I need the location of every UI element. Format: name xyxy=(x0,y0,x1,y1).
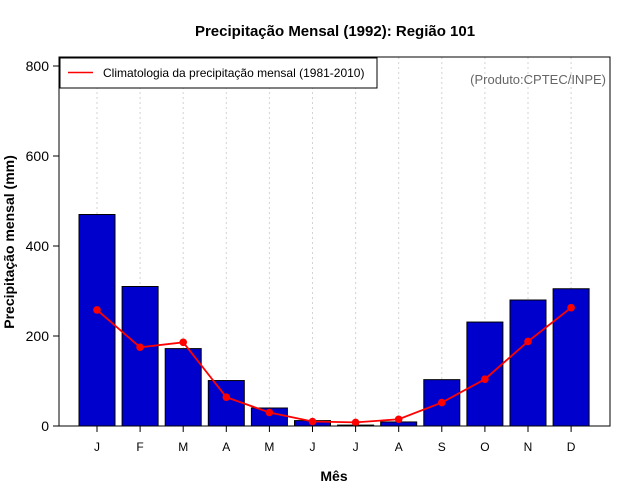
bar-series xyxy=(78,214,590,427)
bar-12 xyxy=(552,288,590,427)
climatology-point-3 xyxy=(179,338,187,347)
climatology-line xyxy=(96,306,572,424)
climatology-point-12 xyxy=(567,303,575,312)
climatology-point-10 xyxy=(481,375,489,384)
x-tick-label: J xyxy=(94,440,100,454)
climatology-point-4 xyxy=(222,393,231,402)
y-axis-title: Precipitação mensal (mm) xyxy=(1,155,17,329)
x-tick-label: F xyxy=(136,440,143,454)
x-tick-label: N xyxy=(524,440,533,454)
x-axis-title: Mês xyxy=(320,468,347,484)
x-tick-label: S xyxy=(438,440,446,454)
climatology-point-2 xyxy=(136,343,144,352)
x-tick-label: M xyxy=(264,440,274,454)
y-tick-label: 200 xyxy=(26,328,50,344)
grid-lines xyxy=(96,57,572,426)
legend-entry-climatology: Climatologia da precipitação mensal (198… xyxy=(103,66,364,80)
y-tick-label: 0 xyxy=(41,418,49,434)
x-tick-label: O xyxy=(480,440,489,454)
climatology-point-8 xyxy=(394,415,403,424)
credit-annotation: (Produto:CPTEC/INPE) xyxy=(470,72,606,87)
legend-box xyxy=(59,57,378,89)
chart-title: Precipitação Mensal (1992): Região 101 xyxy=(195,23,475,40)
x-tick-label: A xyxy=(395,440,403,454)
climatology-point-5 xyxy=(265,408,274,417)
y-tick-label: 800 xyxy=(26,58,50,74)
x-tick-label: J xyxy=(310,440,316,454)
legend: Climatologia da precipitação mensal (198… xyxy=(59,57,378,89)
climatology-point-6 xyxy=(308,417,317,426)
y-axis: 0 200 400 600 800 xyxy=(26,58,59,434)
climatology-point-1 xyxy=(93,306,101,314)
plot-frame xyxy=(58,56,611,427)
climatology-series xyxy=(93,303,575,427)
y-tick-label: 600 xyxy=(26,148,50,164)
x-tick-label: M xyxy=(178,440,188,454)
x-tick-label: A xyxy=(222,440,230,454)
y-tick-label: 400 xyxy=(26,238,50,254)
climatology-point-9 xyxy=(438,398,446,407)
bar-4 xyxy=(207,380,245,427)
x-tick-label: D xyxy=(567,440,576,454)
bar-2 xyxy=(121,286,159,427)
bar-3 xyxy=(164,348,202,427)
climatology-point-11 xyxy=(524,337,532,346)
climatology-point-7 xyxy=(351,418,360,427)
bar-10 xyxy=(466,321,504,427)
x-tick-label: J xyxy=(353,440,359,454)
bar-11 xyxy=(509,299,547,427)
